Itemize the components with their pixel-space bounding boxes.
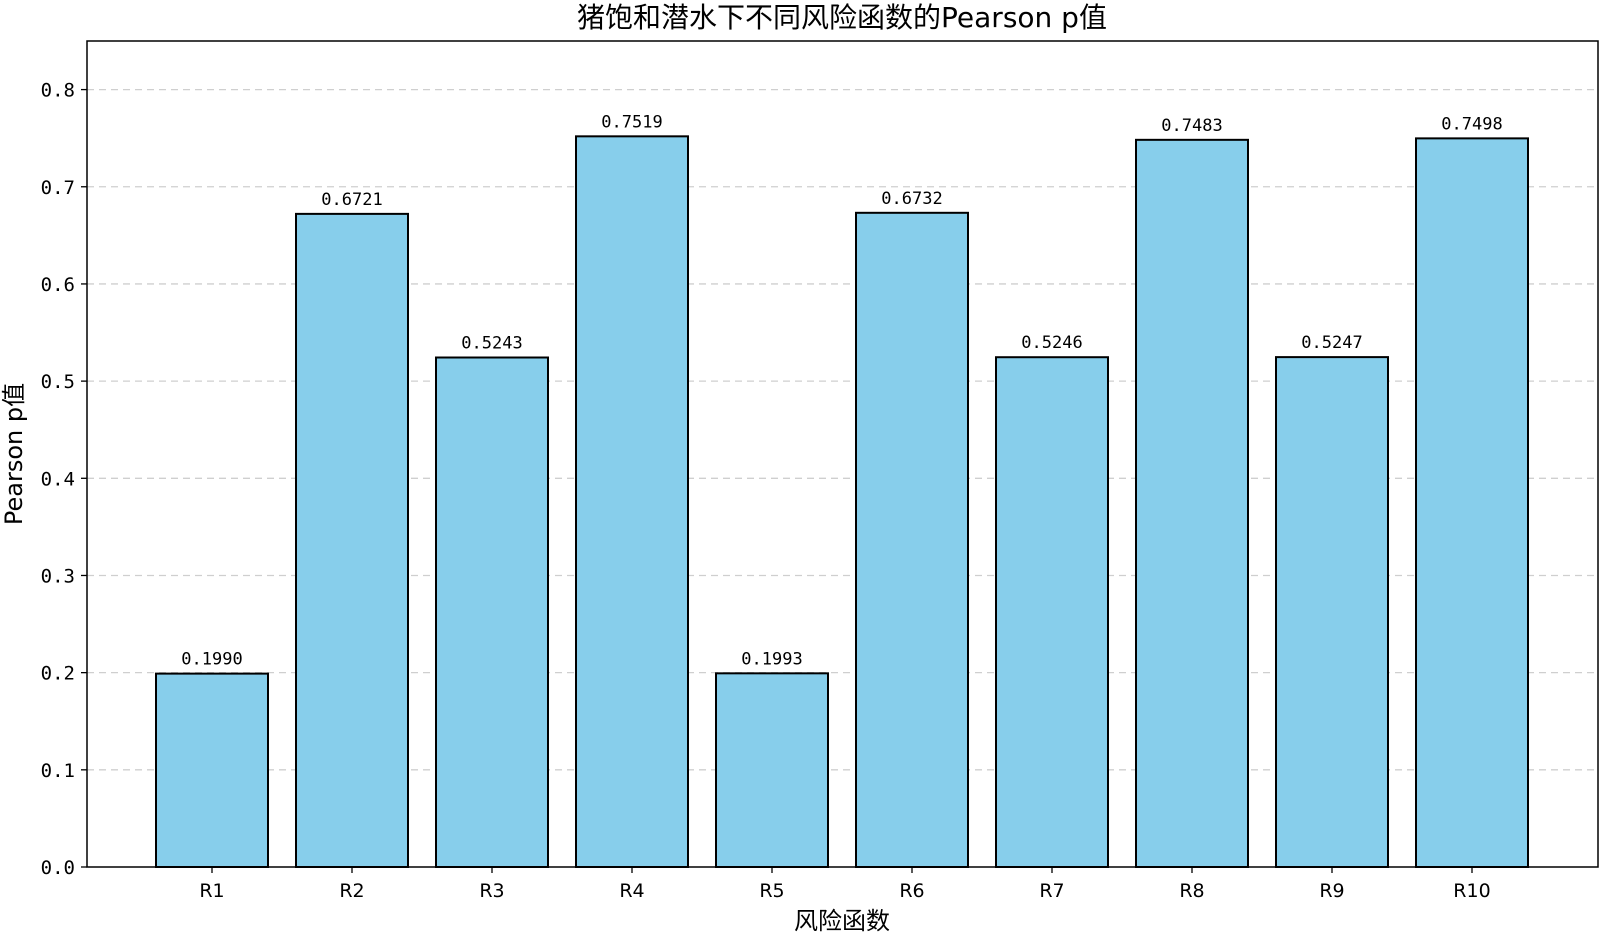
data-label: 0.6721 [321,190,382,210]
plot-frame [86,40,1599,868]
y-tick-label: 0.7 [41,177,75,199]
data-label: 0.6732 [881,189,942,209]
x-tick-label: R9 [1319,880,1344,902]
data-label: 0.7519 [601,112,662,132]
y-tick-label: 0.4 [41,468,75,490]
data-label: 0.1993 [741,649,802,669]
data-label: 0.7498 [1441,114,1502,134]
y-tick-label: 0.2 [41,663,75,685]
y-tick-label: 0.1 [41,760,75,782]
x-tick-label: R3 [479,880,504,902]
y-tick-label: 0.3 [41,565,75,587]
chart-title: 猪饱和潜水下不同风险函数的Pearson p值 [577,1,1107,34]
x-axis-label: 风险函数 [794,907,890,935]
bar-r2 [295,212,409,868]
y-tick-label: 0.6 [41,274,75,296]
y-tick-label: 0.5 [41,371,75,393]
y-tick-label: 0.8 [41,80,75,102]
y-axis: 0.0 0.1 0.2 0.3 0.4 0.5 0.6 0.7 0.8 [41,80,87,879]
x-tick-label: R10 [1453,880,1490,902]
bars [155,135,1529,869]
x-tick-label: R7 [1039,880,1064,902]
bar-r6 [855,211,969,869]
x-tick-label: R6 [899,880,924,902]
data-labels: 0.1990 0.6721 0.5243 0.7519 0.1993 0.6732 0.52… [181,112,1502,669]
x-tick-label: R5 [759,880,784,902]
y-tick-label: 0.0 [41,857,75,879]
data-label: 0.5246 [1021,333,1082,353]
bar-r9 [1275,356,1389,868]
bar-r3 [435,356,549,868]
x-tick-label: R2 [339,880,364,902]
bar-r7 [995,356,1109,868]
data-label: 0.1990 [181,650,242,670]
bar-r10 [1415,137,1529,868]
bar-r8 [1135,138,1249,868]
data-label: 0.5243 [461,334,522,354]
data-label: 0.7483 [1161,116,1222,136]
x-axis: R1 R2 R3 R4 R5 R6 R7 R8 R9 R10 [199,867,1491,902]
bar-r4 [575,135,689,868]
x-tick-label: R8 [1179,880,1204,902]
x-tick-label: R1 [199,880,224,902]
bar-r5 [715,672,829,868]
data-label: 0.5247 [1301,333,1362,353]
bar-r1 [155,672,269,869]
x-tick-label: R4 [619,880,644,902]
y-axis-label: Pearson p值 [0,383,28,525]
